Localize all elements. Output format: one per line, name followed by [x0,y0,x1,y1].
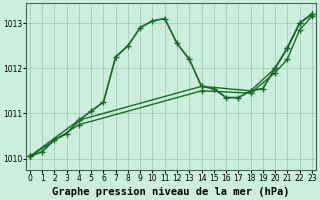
X-axis label: Graphe pression niveau de la mer (hPa): Graphe pression niveau de la mer (hPa) [52,187,290,197]
